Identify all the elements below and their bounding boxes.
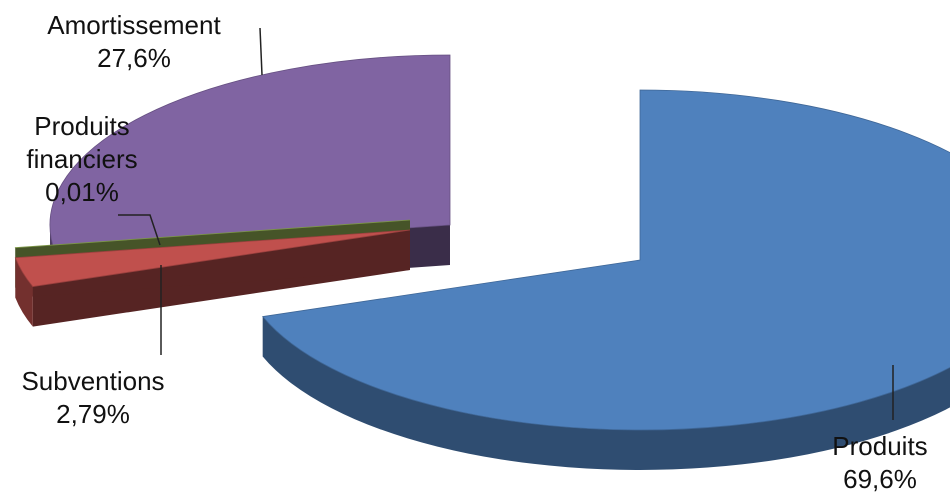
data-label-value-produits-financiers: 0,01% [45, 177, 119, 207]
leader-line-amortissement [259, 27, 263, 76]
data-label-name-produits-0: Produits [832, 431, 927, 461]
slice-produits [262, 89, 950, 470]
data-label-name-amortissement-0: Amortissement [47, 10, 221, 40]
slice-top-produits [262, 89, 950, 431]
slice-top-amortissement [49, 54, 451, 254]
slice-side-produits [262, 316, 950, 470]
slice-top-subventions [14, 229, 411, 288]
data-label-value-produits: 69,6% [843, 464, 917, 494]
data-label-value-subventions: 2,79% [56, 399, 130, 429]
data-label-name-produits-financiers-0: Produits [34, 111, 129, 141]
data-label-name-produits-financiers-1: financiers [26, 144, 137, 174]
data-label-value-amortissement: 27,6% [97, 43, 171, 73]
slice-side-subventions [15, 257, 33, 327]
data-label-name-subventions-0: Subventions [21, 366, 164, 396]
slice-wall-subventions-1 [15, 230, 410, 298]
slice-subventions [14, 229, 411, 327]
slice-top-produits-financiers [14, 219, 411, 249]
leader-line-produits-financiers [118, 214, 161, 246]
